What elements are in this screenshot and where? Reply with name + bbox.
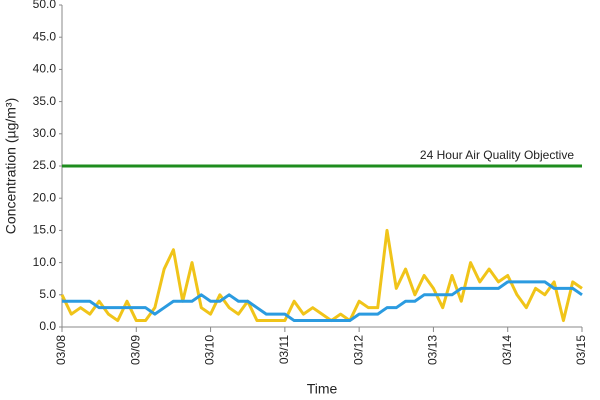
x-axis-label: Time xyxy=(307,381,338,397)
y-tick-label: 20.0 xyxy=(33,190,57,204)
y-tick-label: 10.0 xyxy=(33,255,57,269)
y-axis-label: Concentration (µg/m³) xyxy=(3,98,19,234)
x-tick-label: 03/08 xyxy=(54,335,68,365)
x-tick-label: 03/14 xyxy=(500,335,514,365)
y-tick-label: 45.0 xyxy=(33,29,57,43)
x-tick-label: 03/15 xyxy=(574,335,588,365)
x-tick-label: 03/10 xyxy=(203,335,217,365)
series-line xyxy=(60,228,583,323)
y-tick-label: 30.0 xyxy=(33,126,57,140)
x-tick-label: 03/13 xyxy=(426,335,440,365)
series-line xyxy=(62,280,583,323)
y-tick-label: 50.0 xyxy=(33,0,57,11)
x-tick-label: 03/11 xyxy=(277,335,291,364)
y-tick-label: 35.0 xyxy=(33,94,57,108)
y-tick-label: 25.0 xyxy=(33,158,57,172)
x-tick-label: 03/09 xyxy=(128,335,142,365)
objective-label: 24 Hour Air Quality Objective xyxy=(420,148,574,162)
x-tick-label: 03/12 xyxy=(351,335,365,365)
y-tick-label: 40.0 xyxy=(33,62,57,76)
y-tick-label: 5.0 xyxy=(39,287,56,301)
y-tick-label: 15.0 xyxy=(33,223,57,237)
y-tick-label: 0.0 xyxy=(39,319,56,333)
